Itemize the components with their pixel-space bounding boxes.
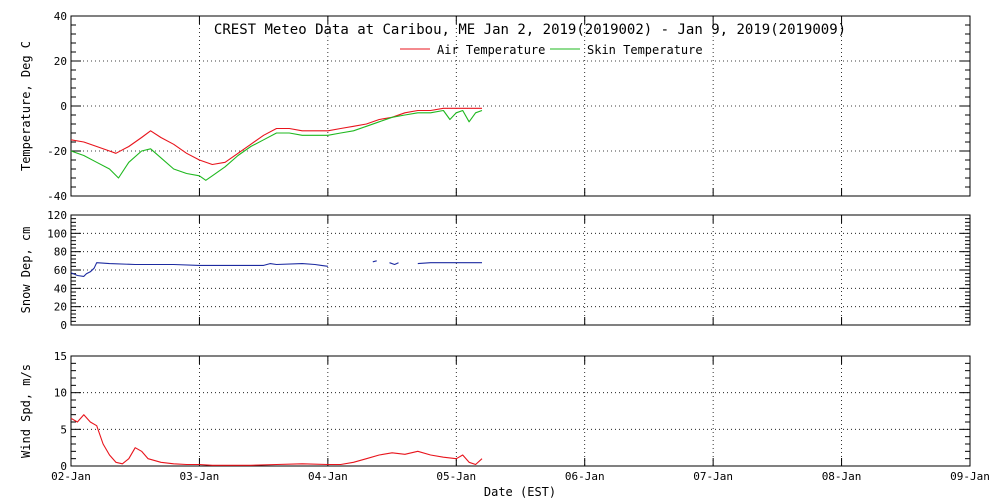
y-tick-label: 80 [54,246,67,259]
series-line-temperature-0 [70,107,482,166]
y-tick-label: 120 [47,209,67,222]
panel-snow-depth: 0 20 40 60 80 100 120 Snow Dep, cm [19,209,971,332]
y-tick-label: 10 [54,387,67,400]
x-tick-label: 03-Jan [180,470,220,483]
plot-frame [70,355,971,467]
x-axis-label: Date (EST) [484,485,556,499]
series-line-snow-depth-0-seg0 [70,262,328,277]
y-tick-label: 20 [54,55,67,68]
y-axis-label: Wind Spd, m/s [19,364,33,458]
y-axis-label: Temperature, Deg C [19,41,33,171]
x-tick-label: 02-Jan [51,470,91,483]
y-tick-label: 0 [60,460,67,473]
x-tick-label: 07-Jan [693,470,733,483]
x-tick-label: 05-Jan [436,470,476,483]
panel-wind-speed: 0 5 10 15 Wind Spd, m/s 02-Jan 03-Jan 04-Jan 05-… [19,350,990,483]
panel-temperature: -40 -20 0 20 40 Temperature, Deg C [19,10,971,203]
y-tick-label: -40 [47,190,67,203]
x-tick-label: 08-Jan [822,470,862,483]
y-tick-label: 60 [54,264,67,277]
plot-panels: -40 -20 0 20 40 Temperature, Deg C 0 20 40 60 80 10… [19,10,990,483]
x-tick-label: 06-Jan [565,470,605,483]
plot-frame [70,214,971,326]
series-line-snow-depth-0-seg3 [417,262,482,265]
series-line-snow-depth-0-seg1 [372,260,377,263]
chart-title: CREST Meteo Data at Caribou, ME Jan 2, 2… [214,22,846,38]
x-tick-label: 09-Jan [950,470,990,483]
legend-label-skin: Skin Temperature [587,43,703,57]
y-axis-label: Snow Dep, cm [19,227,33,314]
y-tick-label: 15 [54,350,67,363]
x-tick-label: 04-Jan [308,470,348,483]
y-tick-label: 5 [60,423,67,436]
y-tick-label: 20 [54,301,67,314]
y-tick-label: 0 [60,319,67,332]
series-line-temperature-1 [70,109,483,181]
plot-frame [70,15,971,197]
legend-label-air: Air Temperature [437,43,545,57]
legend: Air Temperature Skin Temperature [400,43,703,57]
series-line-wind-speed-0 [70,414,483,466]
y-tick-label: -20 [47,145,67,158]
y-tick-label: 0 [60,100,67,113]
y-tick-label: 100 [47,227,67,240]
y-tick-label: 40 [54,10,67,23]
y-tick-label: 40 [54,282,67,295]
series-line-snow-depth-0-seg2 [389,262,399,266]
